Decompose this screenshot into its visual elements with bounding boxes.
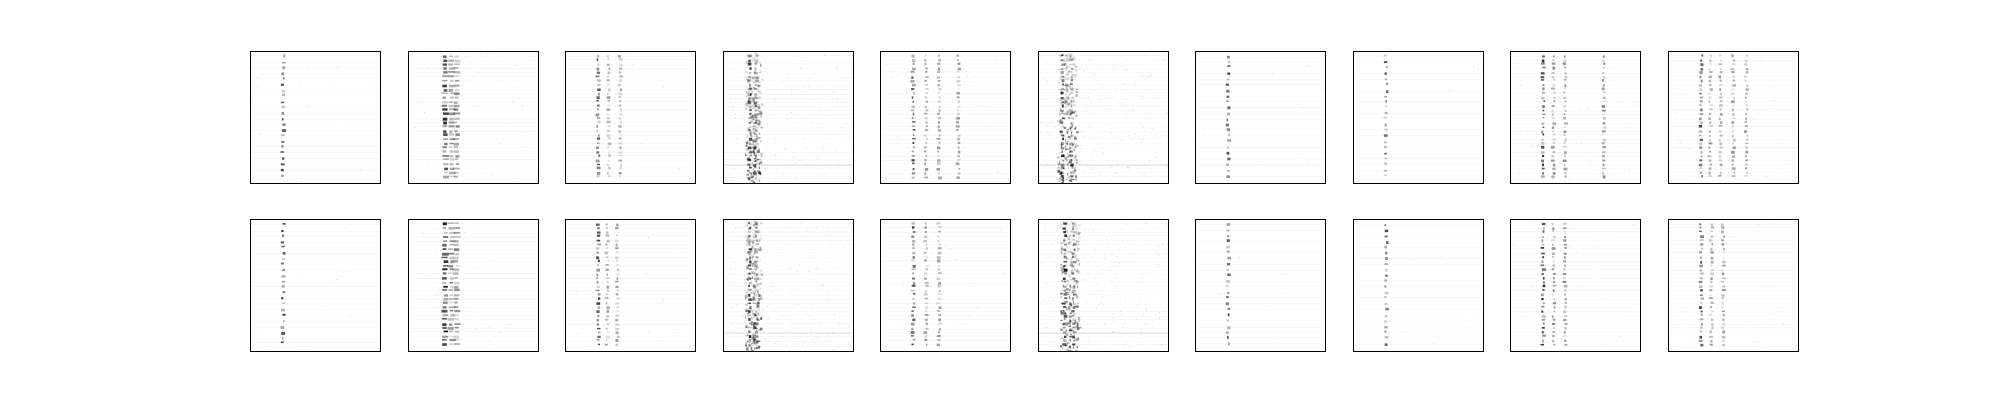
spectrogram-image — [723, 220, 853, 351]
spectrogram-image — [1668, 222, 1798, 351]
spectrogram-image — [1353, 224, 1483, 349]
spectrogram-image — [566, 223, 695, 351]
spectrogram-panel-r1c7 — [1195, 51, 1326, 184]
spectrogram-panel-r1c10 — [1667, 51, 1799, 184]
spectrogram-panel-r1c5 — [880, 51, 1011, 184]
spectrogram-image — [1353, 54, 1483, 183]
spectrogram-panel-r1c6 — [1037, 51, 1169, 184]
spectrogram-image — [881, 54, 1010, 183]
spectrogram-panel-r1c9 — [1510, 51, 1641, 184]
spectrogram-panel-r1c3 — [565, 51, 696, 184]
spectrogram-image — [251, 54, 380, 179]
spectrogram-image — [1038, 220, 1168, 351]
spectrogram-panel-r1c4 — [722, 51, 854, 184]
spectrogram-panel-r2c5 — [880, 219, 1011, 352]
spectrogram-image — [1038, 52, 1168, 183]
spectrogram-panel-r2c8 — [1352, 219, 1484, 352]
spectrogram-image — [1668, 54, 1798, 183]
spectrogram-image — [723, 52, 853, 183]
spectrogram-panel-r1c8 — [1352, 51, 1484, 184]
spectrogram-panel-r2c1 — [250, 219, 381, 352]
spectrogram-image — [1196, 55, 1325, 178]
spectrogram-panel-r2c10 — [1667, 219, 1799, 352]
spectrogram-panel-r1c2 — [407, 51, 539, 184]
spectrogram-panel-r2c2 — [407, 219, 539, 352]
spectrogram-image — [408, 52, 538, 180]
spectrogram-panel-r2c7 — [1195, 219, 1326, 352]
spectrogram-image — [1196, 223, 1325, 346]
spectrogram-image — [881, 222, 1010, 351]
spectrogram-image — [566, 53, 695, 178]
spectrogram-image — [408, 221, 538, 351]
spectrogram-panel-r2c6 — [1037, 219, 1169, 352]
spectrogram-panel-r2c9 — [1510, 219, 1641, 352]
spectrogram-panel-r2c4 — [722, 219, 854, 352]
spectrogram-image — [1511, 220, 1640, 351]
spectrogram-panel-r1c1 — [250, 51, 381, 184]
spectrogram-image — [1511, 55, 1640, 183]
spectrogram-panel-r2c3 — [565, 219, 696, 352]
spectrogram-image — [251, 223, 380, 347]
